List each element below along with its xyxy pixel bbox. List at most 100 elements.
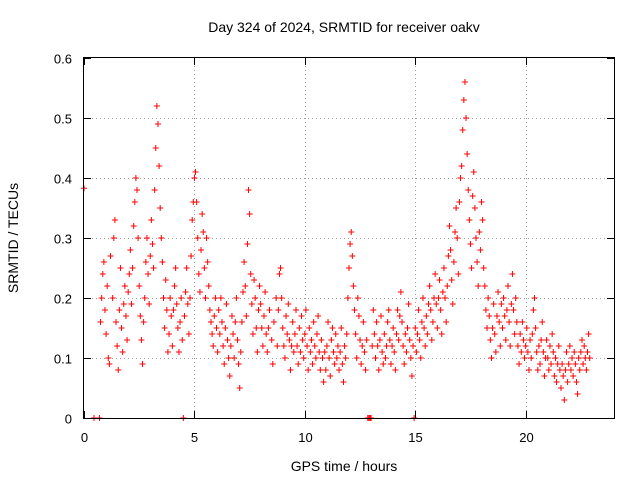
data-point: [375, 367, 382, 373]
data-point: [495, 289, 502, 295]
data-point: [541, 373, 548, 379]
data-point: [511, 331, 518, 337]
data-point: [352, 331, 359, 337]
y-axis-label: SRMTID / TECUs: [5, 183, 21, 293]
data-point: [424, 331, 431, 337]
data-point: [228, 313, 235, 319]
data-point: [359, 343, 366, 349]
tick-labels: 0 0.1 0.2 0.3 0.4 0.5 0.6 0 5 10 15 20: [54, 52, 534, 446]
data-point: [201, 265, 208, 271]
data-point: [416, 337, 423, 343]
data-point: [217, 295, 224, 301]
data-point: [251, 277, 258, 283]
data-point: [509, 271, 516, 277]
data-point: [193, 199, 200, 205]
data-point: [533, 349, 540, 355]
data-point: [246, 211, 253, 217]
data-point: [103, 331, 110, 337]
data-point: [386, 337, 393, 343]
data-point: [192, 169, 199, 175]
data-point: [438, 331, 445, 337]
data-point: [527, 337, 534, 343]
data-point: [311, 343, 318, 349]
data-point: [426, 283, 433, 289]
data-point: [338, 325, 345, 331]
data-point: [414, 331, 421, 337]
data-point: [447, 247, 454, 253]
data-point: [417, 355, 424, 361]
data-point: [546, 343, 553, 349]
data-point: [520, 337, 527, 343]
data-point: [281, 355, 288, 361]
data-point: [167, 295, 174, 301]
data-point: [139, 361, 146, 367]
data-point: [488, 355, 495, 361]
data-point: [322, 367, 329, 373]
data-point: [256, 283, 263, 289]
data-point: [449, 301, 456, 307]
data-point: [332, 331, 339, 337]
data-point: [331, 361, 338, 367]
data-point: [454, 235, 461, 241]
data-point: [437, 307, 444, 313]
data-point: [277, 265, 284, 271]
data-point: [415, 307, 422, 313]
data-point: [185, 331, 192, 337]
data-point: [273, 295, 280, 301]
data-point: [410, 343, 417, 349]
data-point: [161, 325, 168, 331]
data-point: [361, 349, 368, 355]
data-point: [551, 373, 558, 379]
data-point: [269, 361, 276, 367]
data-point: [358, 361, 365, 367]
data-point: [412, 325, 419, 331]
data-point: [586, 355, 593, 361]
data-point: [440, 265, 447, 271]
data-point: [500, 295, 507, 301]
data-point: [355, 313, 362, 319]
axis-ticks: [84, 58, 614, 419]
data-point: [290, 349, 297, 355]
data-point: [146, 301, 153, 307]
data-point: [499, 325, 506, 331]
data-point: [354, 295, 361, 301]
data-point: [100, 259, 107, 265]
data-point: [321, 349, 328, 355]
data-point: [429, 319, 436, 325]
data-point: [179, 337, 186, 343]
data-point: [319, 355, 326, 361]
data-point: [195, 271, 202, 277]
data-point: [395, 337, 402, 343]
data-point: [493, 313, 500, 319]
data-point: [168, 313, 175, 319]
data-point: [446, 223, 453, 229]
data-point: [205, 283, 212, 289]
data-point: [268, 337, 275, 343]
data-point: [584, 349, 591, 355]
data-point: [531, 295, 538, 301]
data-point: [130, 223, 137, 229]
data-point: [392, 367, 399, 373]
data-point: [534, 367, 541, 373]
data-point: [459, 127, 466, 133]
data-point: [169, 343, 176, 349]
data-point: [241, 259, 248, 265]
data-point: [199, 211, 206, 217]
data-point: [323, 343, 330, 349]
data-point: [132, 175, 139, 181]
data-point: [191, 175, 198, 181]
data-point: [506, 319, 513, 325]
data-point: [570, 373, 577, 379]
data-point: [391, 349, 398, 355]
data-point: [174, 325, 181, 331]
data-point: [397, 289, 404, 295]
data-point: [117, 265, 124, 271]
x-tick-label: 5: [191, 430, 198, 445]
data-point: [569, 355, 576, 361]
data-point: [105, 355, 112, 361]
data-point: [452, 229, 458, 235]
data-point: [351, 307, 358, 313]
data-point: [337, 349, 344, 355]
data-point: [98, 295, 105, 301]
data-point: [450, 259, 457, 265]
